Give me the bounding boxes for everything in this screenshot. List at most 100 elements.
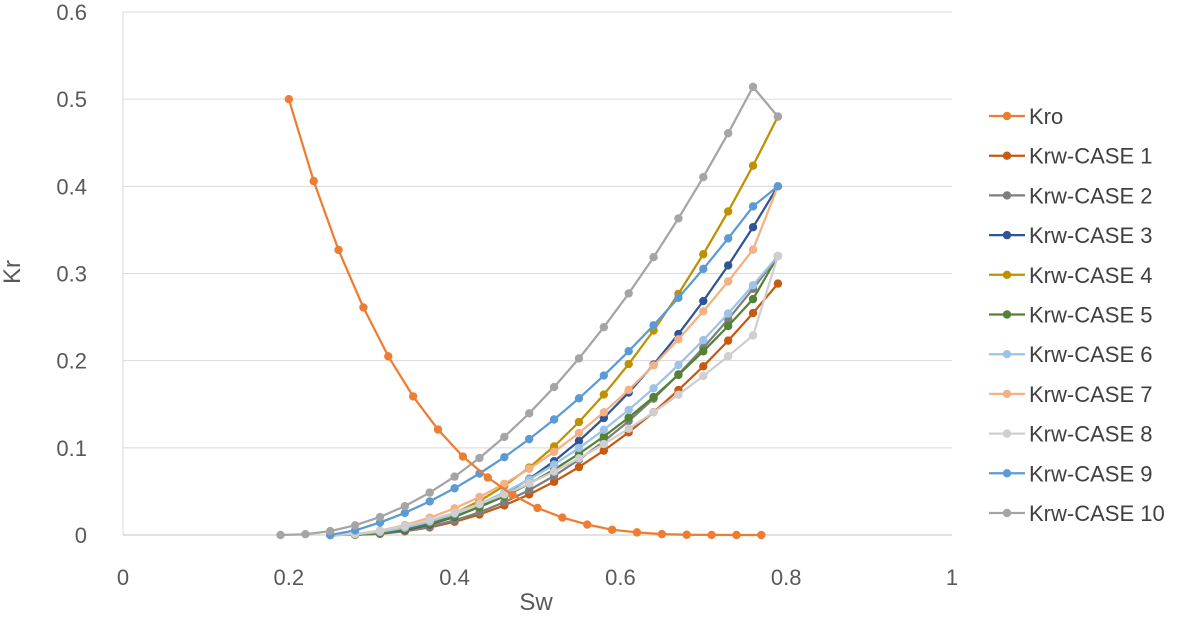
data-point-krw-case-1 <box>773 279 783 288</box>
data-point-kro <box>558 513 567 522</box>
data-point-krw-case-9 <box>649 321 658 330</box>
y-tick-label: 0.4 <box>56 174 87 199</box>
data-point-krw-case-8 <box>475 499 484 509</box>
data-point-krw-case-8 <box>748 331 758 340</box>
data-point-krw-case-10 <box>599 322 609 332</box>
data-point-krw-case-7 <box>649 361 658 370</box>
legend-label: Krw-CASE 4 <box>1029 263 1152 288</box>
series-krw-case-6 <box>326 251 783 540</box>
data-point-kro <box>732 530 741 540</box>
data-point-krw-case-7 <box>699 307 708 316</box>
data-point-krw-case-10 <box>674 214 683 223</box>
data-point-krw-case-4 <box>723 207 733 216</box>
data-point-krw-case-8 <box>649 408 658 417</box>
x-tick-label: 1 <box>946 565 958 590</box>
x-tick-label: 0.6 <box>605 565 636 590</box>
data-point-kro <box>508 490 517 500</box>
data-point-kro <box>408 392 418 401</box>
data-point-krw-case-9 <box>425 497 434 506</box>
data-point-krw-case-1 <box>574 462 584 472</box>
data-point-krw-case-7 <box>674 335 683 344</box>
legend-label: Krw-CASE 8 <box>1029 422 1152 447</box>
legend-swatch-marker <box>1002 270 1012 279</box>
data-point-krw-case-7 <box>549 447 559 457</box>
data-point-kro <box>583 520 592 529</box>
data-point-krw-case-6 <box>599 425 609 434</box>
data-point-kro <box>533 503 542 513</box>
data-point-krw-case-1 <box>599 446 609 455</box>
data-point-krw-case-8 <box>450 508 459 517</box>
data-point-krw-case-9 <box>599 371 609 380</box>
data-point-krw-case-9 <box>500 452 509 462</box>
x-tick-label: 0 <box>117 565 129 590</box>
legend-item-kro: Kro <box>989 104 1063 129</box>
x-tick-label: 0.2 <box>274 565 305 590</box>
data-point-krw-case-10 <box>748 82 758 92</box>
data-point-krw-case-7 <box>599 408 609 417</box>
data-point-kro <box>682 530 691 539</box>
axes <box>122 12 952 536</box>
x-tick-label: 0.8 <box>771 565 802 590</box>
legend-label: Krw-CASE 2 <box>1029 183 1152 208</box>
data-point-krw-case-4 <box>599 390 609 399</box>
data-point-krw-case-3 <box>699 296 708 306</box>
legend-label: Krw-CASE 6 <box>1029 342 1152 367</box>
y-tick-label: 0.5 <box>56 87 87 112</box>
data-point-krw-case-2 <box>500 498 509 507</box>
legend-item-krw-case-4: Krw-CASE 4 <box>989 263 1152 288</box>
data-point-krw-case-10 <box>500 432 509 442</box>
data-point-kro <box>707 530 716 540</box>
data-point-krw-case-10 <box>450 472 459 481</box>
data-point-krw-case-9 <box>773 182 783 191</box>
series-krw-case-9 <box>326 182 783 540</box>
legend-label: Krw-CASE 10 <box>1029 501 1165 526</box>
data-point-krw-case-8 <box>525 479 534 488</box>
data-point-krw-case-5 <box>723 321 733 331</box>
data-point-kro <box>458 452 468 461</box>
data-point-kro <box>433 425 443 434</box>
series-line-krw-case-6 <box>330 255 779 537</box>
y-axis-title: Kr <box>0 260 26 284</box>
legend-swatch-marker <box>1002 151 1012 160</box>
series-kro <box>284 94 766 540</box>
legend-swatch-marker <box>1002 429 1012 438</box>
data-point-krw-case-7 <box>748 245 758 254</box>
data-point-krw-case-8 <box>375 526 385 535</box>
data-point-krw-case-5 <box>649 392 658 402</box>
y-tick-label: 0 <box>75 523 87 548</box>
data-point-krw-case-4 <box>574 417 584 427</box>
series-krw-case-8 <box>326 251 783 540</box>
data-point-krw-case-1 <box>723 336 733 345</box>
plot-series <box>276 82 783 540</box>
data-point-krw-case-9 <box>748 202 758 211</box>
legend-label: Krw-CASE 1 <box>1029 144 1152 169</box>
legend-swatch-marker <box>1002 469 1012 478</box>
legend-swatch-marker <box>1002 230 1012 240</box>
data-point-krw-case-10 <box>475 453 484 463</box>
data-point-krw-case-1 <box>748 308 758 318</box>
data-point-krw-case-3 <box>574 436 584 446</box>
data-point-krw-case-10 <box>301 530 310 539</box>
data-point-kro <box>384 352 393 361</box>
legend-label: Krw-CASE 5 <box>1029 303 1152 328</box>
series-line-krw-case-2 <box>330 255 779 537</box>
data-point-krw-case-7 <box>624 385 633 395</box>
data-point-krw-case-8 <box>574 454 584 463</box>
y-tick-label: 0.1 <box>56 436 87 461</box>
legend-item-krw-case-1: Krw-CASE 1 <box>989 144 1152 169</box>
data-point-krw-case-10 <box>375 512 385 522</box>
data-point-krw-case-10 <box>525 409 534 418</box>
y-tick-label: 0.6 <box>56 0 87 25</box>
data-point-krw-case-4 <box>748 161 758 170</box>
data-point-krw-case-5 <box>748 294 758 304</box>
legend: Kro Krw-CASE 1 Krw-CASE 2 Krw-CASE 3 Krw-CAS… <box>989 104 1165 526</box>
legend-swatch-marker <box>1002 350 1012 359</box>
data-point-krw-case-10 <box>350 521 360 530</box>
legend-label: Krw-CASE 7 <box>1029 382 1152 407</box>
data-point-kro <box>757 530 766 540</box>
data-point-krw-case-9 <box>723 234 733 243</box>
data-point-krw-case-6 <box>549 460 559 469</box>
data-point-krw-case-10 <box>549 382 559 392</box>
series-line-krw-case-8 <box>330 255 779 537</box>
